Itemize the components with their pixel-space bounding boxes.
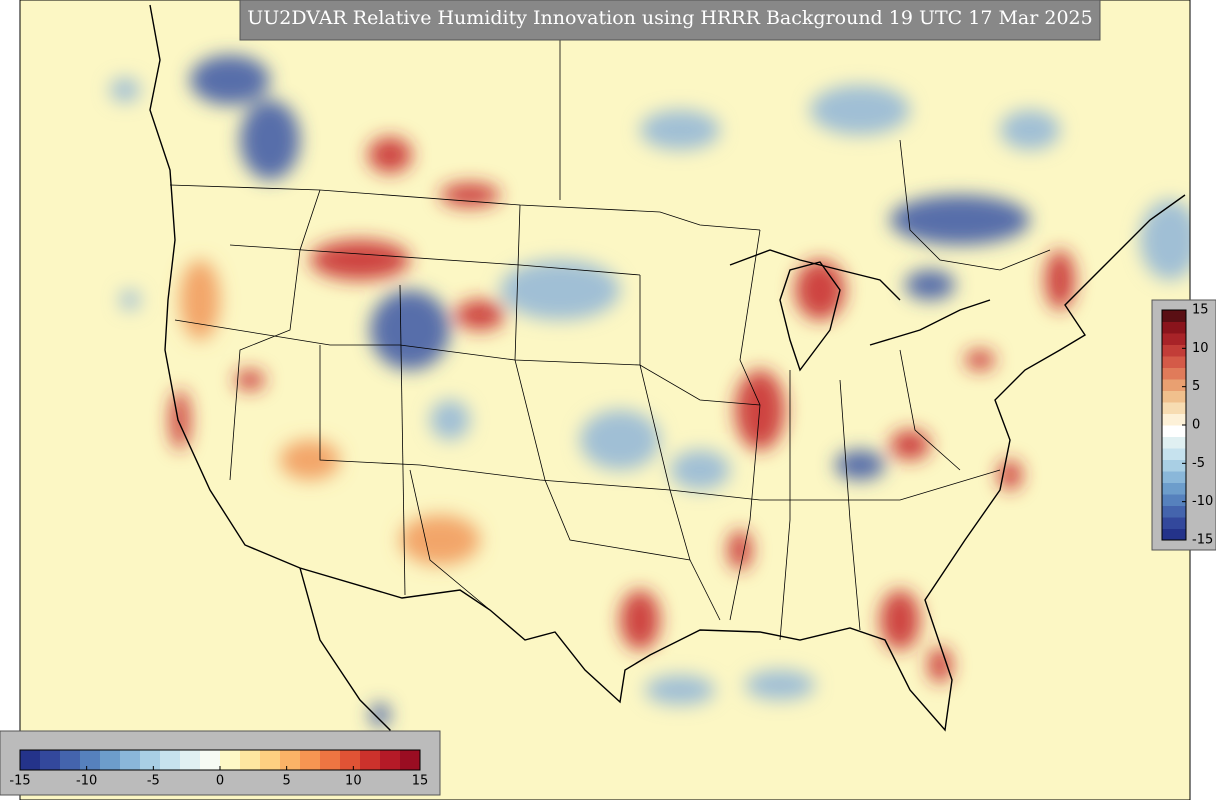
field-patch: [965, 350, 995, 370]
colorbar-tick-label: 15: [1192, 303, 1209, 318]
colorbar-swatch: [1162, 517, 1186, 529]
colorbar-swatch: [1162, 367, 1186, 380]
field-patch: [1045, 250, 1075, 310]
field-patch: [400, 515, 480, 565]
colorbar-tick-label: 10: [345, 774, 362, 789]
field-patch: [310, 240, 410, 280]
colorbar-swatch: [1162, 482, 1186, 495]
field-patch: [180, 260, 220, 340]
field-patch: [240, 100, 300, 180]
colorbar-swatch: [100, 750, 121, 770]
field-patch: [735, 370, 785, 450]
field-patch: [370, 703, 390, 727]
colorbar-swatch: [380, 750, 401, 770]
colorbar-swatch: [1162, 321, 1186, 334]
colorbar-swatch: [1162, 413, 1186, 426]
colorbar-tick-label: -5: [1192, 456, 1205, 471]
colorbar-swatch: [140, 750, 161, 770]
colorbar-tick-label: 5: [283, 774, 291, 789]
field-patch: [640, 110, 720, 150]
colorbar-swatch: [240, 750, 261, 770]
colorbar-swatch: [160, 750, 181, 770]
colorbar-swatch: [1162, 356, 1186, 368]
colorbar-tick-label: -15: [1192, 533, 1213, 548]
colorbars: -15 -10 -5 0 5 10 15 15 10 5 0 -5 -10 -15: [9, 303, 1213, 789]
colorbar-swatch: [180, 750, 201, 770]
colorbar-tick-label: 0: [216, 774, 224, 789]
field-patch: [890, 430, 930, 460]
colorbar-swatch: [1162, 436, 1186, 449]
colorbar-swatch: [300, 750, 321, 770]
field-patch: [795, 260, 845, 320]
colorbar-swatch: [340, 750, 361, 770]
colorbar-swatch: [80, 750, 101, 770]
borders: [169, 40, 1051, 641]
field-patch: [370, 290, 450, 370]
colorbar-tick-label: 0: [1192, 418, 1200, 433]
colorbar-swatch: [260, 750, 281, 770]
colorbar-swatch: [400, 750, 421, 770]
title-box: [239, 0, 1101, 41]
colorbar-swatch: [120, 750, 141, 770]
colorbar-swatch: [1162, 459, 1186, 472]
colorbar-tick-label: -10: [1192, 494, 1213, 509]
colorbar-swatch: [20, 750, 41, 770]
colorbar-swatch: [280, 750, 301, 770]
field-patch: [110, 78, 140, 102]
colorbar-swatch: [1162, 402, 1186, 414]
colorbar-swatch: [1162, 494, 1186, 506]
field-patch: [368, 137, 412, 173]
field-patch: [235, 370, 265, 390]
colorbar-swatch: [1162, 505, 1186, 518]
colorbar-swatch: [360, 750, 381, 770]
field-patch: [620, 590, 660, 650]
colorbar-tick-label: -15: [9, 774, 30, 789]
colorbar-swatch: [1162, 528, 1186, 541]
colorbar-swatch: [60, 750, 81, 770]
field: [110, 55, 1190, 727]
colorbar-tick-label: -10: [76, 774, 97, 789]
field-patch: [810, 85, 910, 135]
colorbar-tick-label: 5: [1192, 379, 1200, 394]
field-patch: [880, 590, 920, 650]
colorbar-tick-label: 15: [412, 774, 429, 789]
colorbar-swatch: [1162, 471, 1186, 483]
colorbar-swatch: [1162, 390, 1186, 403]
field-patch: [645, 675, 715, 705]
colorbar-swatch: [1162, 333, 1186, 345]
field-patch: [440, 183, 500, 207]
colorbar-swatch: [1162, 310, 1186, 322]
colorbar-swatch: [320, 750, 341, 770]
colorbar-swatch: [220, 750, 241, 770]
field-patch: [580, 410, 660, 470]
field-patch: [190, 55, 270, 105]
colorbar-swatch: [1162, 425, 1186, 437]
field-patch: [1000, 110, 1060, 150]
field-patch: [1140, 200, 1190, 280]
title: UU2DVAR Relative Humidity Innovation usi…: [247, 7, 1092, 29]
colorbar-tick-label: 10: [1192, 341, 1209, 356]
field-patch: [280, 440, 340, 480]
colorbar-swatch: [1162, 448, 1186, 460]
colorbar-tick-label: -5: [147, 774, 160, 789]
field-patch: [890, 195, 1030, 245]
field-patch: [430, 400, 470, 440]
field-patch: [905, 270, 955, 300]
field-patch: [455, 300, 505, 330]
colorbar-swatch: [1162, 379, 1186, 391]
field-patch: [120, 290, 140, 310]
field-patch: [835, 450, 885, 480]
field-patch: [928, 647, 952, 683]
colorbar-swatch: [40, 750, 61, 770]
map: [20, 0, 1190, 800]
colorbar-swatch: [1162, 344, 1186, 357]
field-patch: [670, 450, 730, 490]
field-patch: [745, 670, 815, 700]
field-patch: [500, 260, 620, 320]
colorbar-swatch: [200, 750, 221, 770]
field-patch: [728, 530, 752, 570]
